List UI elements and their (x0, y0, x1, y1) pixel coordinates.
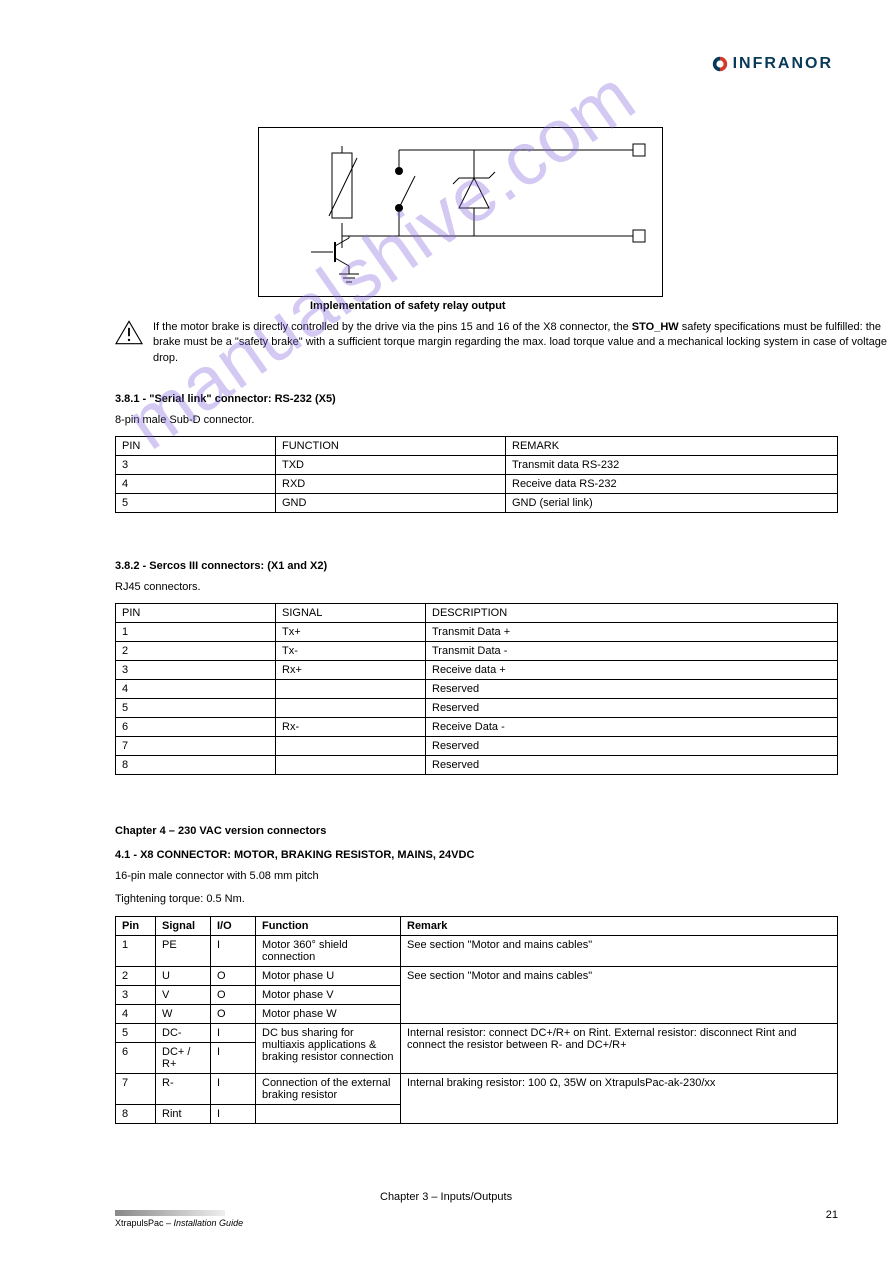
table-382: PINSIGNALDESCRIPTION1Tx+Transmit Data +2… (115, 603, 838, 775)
warning-text: If the motor brake is directly controlle… (153, 320, 893, 366)
table-row: 5GNDGND (serial link) (116, 494, 838, 513)
circuit-svg (259, 128, 664, 298)
table-row: 6Rx-Receive Data - (116, 718, 838, 737)
table-header: I/O (211, 916, 256, 935)
brand-logo: INFRANOR (711, 55, 833, 73)
table-row: 8Reserved (116, 756, 838, 775)
table-header: DESCRIPTION (426, 604, 838, 623)
section-4-intro1: 16-pin male connector with 5.08 mm pitch (115, 869, 838, 884)
table-header: Function (256, 916, 401, 935)
section-382-intro: RJ45 connectors. (115, 580, 838, 595)
table-row: 3Rx+Receive data + (116, 661, 838, 680)
section-382-title: 3.8.2 - Sercos III connectors: (X1 and X… (115, 560, 838, 572)
table-row: 1PEIMotor 360° shield connectionSee sect… (116, 935, 838, 966)
table-header: Pin (116, 916, 156, 935)
table-row: 1Tx+Transmit Data + (116, 623, 838, 642)
section-4-intro2: Tightening torque: 0.5 Nm. (115, 892, 838, 907)
table-x8: PinSignalI/OFunctionRemark1PEIMotor 360°… (115, 916, 838, 1124)
section-381-intro: 8-pin male Sub-D connector. (115, 413, 838, 428)
page-number: 21 (826, 1209, 838, 1221)
section-4-sub1: 4.1 - X8 CONNECTOR: MOTOR, BRAKING RESIS… (115, 849, 838, 861)
footer-bar-icon (115, 1210, 225, 1216)
warning-sto: STO_HW (632, 321, 679, 333)
section-381: 3.8.1 - "Serial link" connector: RS-232 … (115, 393, 838, 513)
table-header: PIN (116, 437, 276, 456)
table-row: 4Reserved (116, 680, 838, 699)
warning-icon (115, 320, 143, 345)
footer-left: XtrapulsPac – (115, 1218, 174, 1228)
table-header: SIGNAL (276, 604, 426, 623)
table-header: PIN (116, 604, 276, 623)
table-header: Remark (401, 916, 838, 935)
table-row: 7R-IConnection of the external braking r… (116, 1073, 838, 1104)
footer-right: Installation Guide (174, 1218, 244, 1228)
chapter-footer-title: Chapter 3 – Inputs/Outputs (380, 1191, 512, 1203)
section-4: Chapter 4 – 230 VAC version connectors 4… (115, 825, 838, 1124)
table-381: PINFUNCTIONREMARK3TXDTransmit data RS-23… (115, 436, 838, 513)
table-row: 2Tx-Transmit Data - (116, 642, 838, 661)
table-header: REMARK (506, 437, 838, 456)
table-row: 4RXDReceive data RS-232 (116, 475, 838, 494)
table-header: FUNCTION (276, 437, 506, 456)
circuit-diagram (258, 127, 663, 297)
warning-prefix: If the motor brake is directly controlle… (153, 321, 632, 333)
table-header: Signal (156, 916, 211, 935)
page-footer: XtrapulsPac – Installation Guide (115, 1210, 838, 1228)
logo-icon (711, 55, 729, 73)
section-381-title: 3.8.1 - "Serial link" connector: RS-232 … (115, 393, 838, 405)
diagram-caption: Implementation of safety relay output (310, 300, 506, 312)
table-row: 7Reserved (116, 737, 838, 756)
table-row: 5Reserved (116, 699, 838, 718)
section-382: 3.8.2 - Sercos III connectors: (X1 and X… (115, 560, 838, 775)
table-row: 2UOMotor phase USee section "Motor and m… (116, 966, 838, 985)
warning-block: If the motor brake is directly controlle… (115, 320, 893, 366)
section-4-chapter: Chapter 4 – 230 VAC version connectors (115, 825, 838, 837)
table-row: 5DC-IDC bus sharing for multiaxis applic… (116, 1023, 838, 1042)
table-row: 3TXDTransmit data RS-232 (116, 456, 838, 475)
logo-text: INFRANOR (733, 55, 833, 73)
